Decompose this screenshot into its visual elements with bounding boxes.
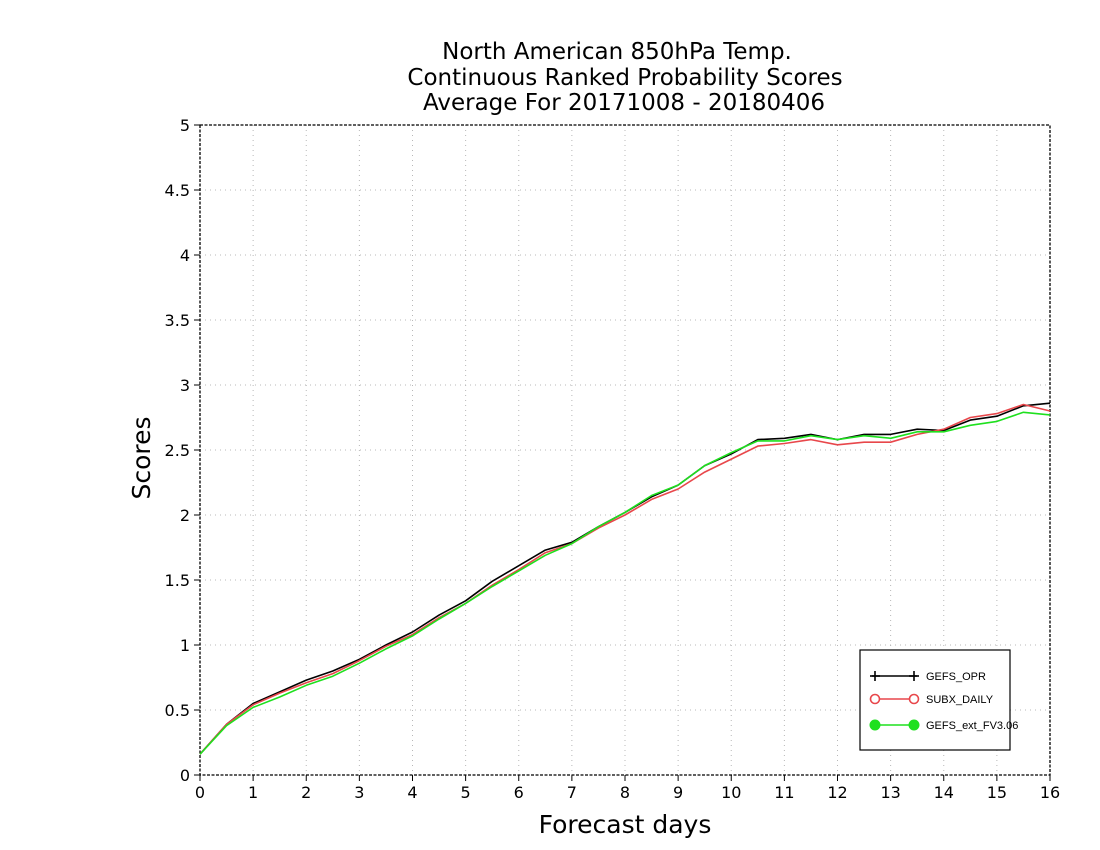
x-tick-label: 0 [195,783,205,802]
y-tick-label: 1 [180,636,190,655]
legend-label-gefs-opr: GEFS_OPR [926,671,986,683]
x-tick-label: 13 [880,783,900,802]
y-tick-label: 5 [180,116,190,135]
x-tick-label: 3 [354,783,364,802]
y-tick-label: 1.5 [165,571,190,590]
filled-circle-marker [869,719,881,731]
y-tick-label: 4.5 [165,181,190,200]
filled-circle-marker [908,719,920,731]
x-tick-label: 1 [248,783,258,802]
x-axis-label: Forecast days [539,810,712,839]
chart-title-line-1: North American 850hPa Temp. [442,39,792,65]
series-line-subx-daily [199,403,1051,755]
x-tick-label: 7 [567,783,577,802]
x-tick-label: 11 [774,783,794,802]
x-tick-label: 6 [514,783,524,802]
x-tick-label: 9 [673,783,683,802]
series-line-gefs-ext-fv3-06 [199,411,1051,755]
y-tick-label: 4 [180,246,190,265]
legend-label-subx-daily: SUBX_DAILY [926,694,994,706]
y-tick-label: 3 [180,376,190,395]
y-tick-label: 3.5 [165,311,190,330]
x-tick-label: 16 [1040,783,1060,802]
x-tick-label: 14 [934,783,954,802]
x-tick-label: 10 [721,783,741,802]
series-lines [199,402,1051,755]
y-axis-label: Scores [127,416,156,499]
x-tick-label: 8 [620,783,630,802]
y-tick-label: 0.5 [165,701,190,720]
chart-title-line-3: Average For 20171008 - 20180406 [423,90,825,116]
x-tick-label: 5 [461,783,471,802]
open-circle-marker [908,693,920,705]
legend-label-gefs-ext-fv3-06: GEFS_ext_FV3.06 [926,720,1018,732]
chart-title-line-2: Continuous Ranked Probability Scores [407,65,842,91]
y-tick-label: 2.5 [165,441,190,460]
legend-box [859,649,1011,751]
x-tick-label: 2 [301,783,311,802]
x-tick-label: 15 [987,783,1007,802]
legend: GEFS_OPR SUBX_DAILY GEFS_ext_FV3.06 [859,649,1018,751]
y-tick-label: 2 [180,506,190,525]
x-tick-label: 12 [827,783,847,802]
open-circle-marker [869,693,881,705]
x-tick-label: 4 [407,783,417,802]
axis-ticks: 0 1 2 3 4 5 6 7 8 9 10 11 12 13 14 15 1600.511.522.533.5… [165,116,1061,802]
y-tick-label: 0 [180,766,190,785]
